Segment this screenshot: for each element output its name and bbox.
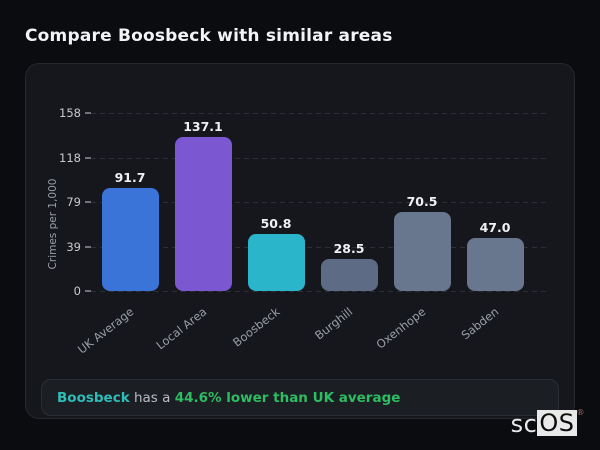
page-title: Compare Boosbeck with similar areas <box>25 26 393 46</box>
registered-trademark-icon: ® <box>576 408 585 417</box>
gridline <box>91 247 549 249</box>
bar-value-label: 28.5 <box>333 240 365 256</box>
note-middle-text: has a <box>129 389 175 406</box>
scos-logo: sc OS ® <box>510 408 585 438</box>
bar-value-label: 50.8 <box>260 215 292 231</box>
y-axis-title: Crimes per 1,000 <box>47 178 59 270</box>
y-axis-tick-label: 118 <box>59 151 81 166</box>
y-axis-tick-mark <box>85 157 91 160</box>
bar-value-label: 137.1 <box>183 118 223 134</box>
y-axis-tick-mark <box>85 201 91 203</box>
y-axis-tick-label: 158 <box>59 106 81 120</box>
y-axis-tick-mark <box>85 246 91 249</box>
comparison-note: Boosbeck has a 44.6% lower than UK avera… <box>41 379 559 416</box>
bar-chart: Crimes per 1,000 0 39 79 118 158 91.7 137.1 50… <box>26 64 574 418</box>
bar-value-label: 47.0 <box>479 220 511 236</box>
y-axis-tick-label: 79 <box>66 195 81 209</box>
y-axis-tick-label: 39 <box>66 240 81 255</box>
bar-oxenhope[interactable] <box>393 211 451 291</box>
note-highlight-text: 44.6% lower than UK average <box>174 389 401 406</box>
gridline <box>91 291 549 292</box>
note-area-name: Boosbeck <box>57 389 130 406</box>
y-axis-tick-mark <box>85 290 91 292</box>
bar-uk-average[interactable] <box>101 187 159 291</box>
gridline <box>91 202 549 203</box>
logo-prefix: sc <box>510 410 538 438</box>
gridline <box>91 158 549 160</box>
bar-value-label: 91.7 <box>114 169 146 185</box>
bar-burghill[interactable] <box>320 258 378 291</box>
bar-local-area[interactable] <box>174 136 232 291</box>
bar-sabden[interactable] <box>466 238 524 291</box>
logo-suffix: OS <box>537 409 577 437</box>
gridline <box>91 113 549 114</box>
chart-card: Crimes per 1,000 0 39 79 118 158 91.7 137.1 50… <box>25 63 575 419</box>
bar-boosbeck[interactable] <box>247 233 305 291</box>
y-axis-tick-mark <box>85 112 91 114</box>
y-axis-tick-label: 0 <box>73 284 81 298</box>
bar-value-label: 70.5 <box>406 193 438 209</box>
